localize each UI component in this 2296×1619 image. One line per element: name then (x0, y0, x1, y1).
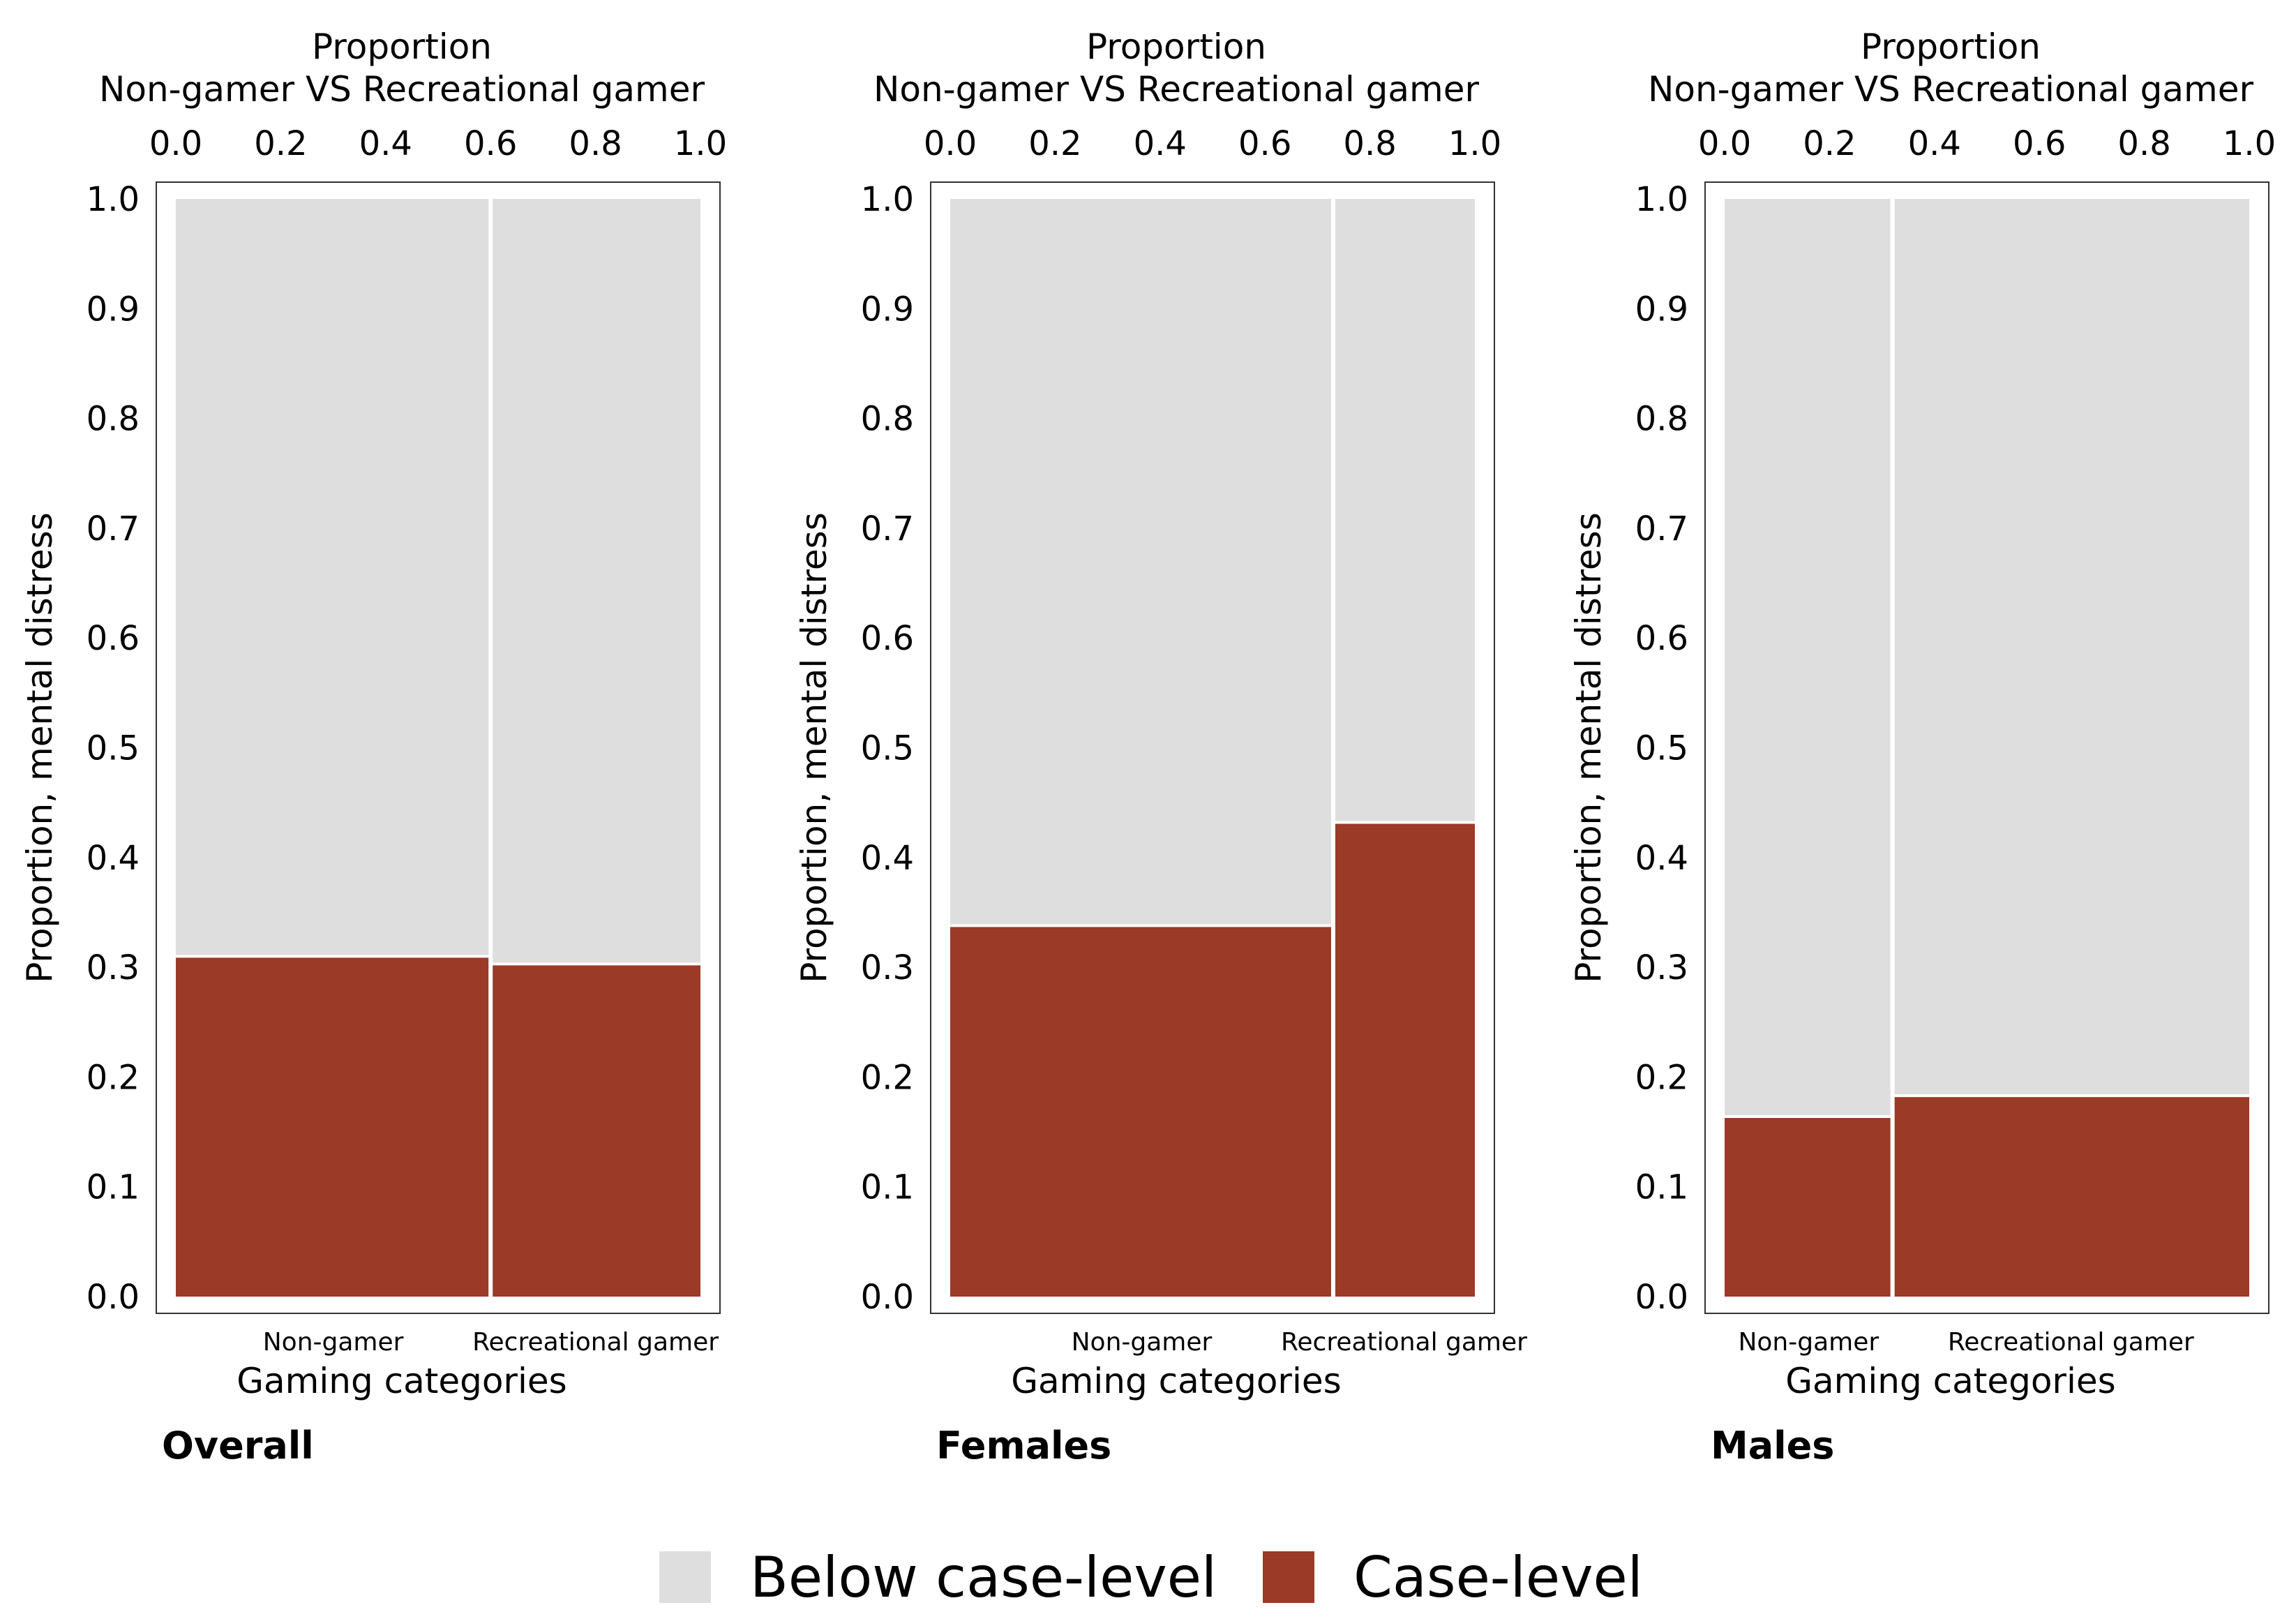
top-tick-label: 0.2 (1028, 124, 1081, 163)
tile-case-level-non-gamer (176, 956, 491, 1297)
y-tick-label: 0.5 (1635, 729, 1688, 768)
top-tick-label: 0.8 (569, 124, 622, 163)
category-label-recreational-gamer: Recreational gamer (1948, 1328, 2194, 1357)
y-tick-label: 0.3 (861, 948, 914, 987)
x-axis-label: Gaming categories (1011, 1361, 1341, 1401)
y-tick-label: 0.0 (87, 1278, 140, 1317)
y-tick-label: 0.2 (87, 1058, 140, 1097)
legend-swatch-below-case-level (659, 1551, 711, 1603)
legend-label-case-level: Case-level (1353, 1544, 1643, 1610)
category-label-recreational-gamer: Recreational gamer (472, 1328, 719, 1357)
top-tick-label: 0.2 (1803, 124, 1856, 163)
top-axis-title: Proportion (1086, 27, 1266, 67)
top-tick-label: 0.8 (1343, 124, 1396, 163)
top-tick-label: 0.6 (2013, 124, 2066, 163)
y-tick-label: 0.4 (1635, 839, 1688, 878)
y-axis-label: Proportion, mental distress (1568, 512, 1609, 983)
plot-frame (1704, 181, 2269, 1314)
y-tick-label: 0.1 (861, 1168, 914, 1207)
top-tick-label: 0.6 (464, 124, 517, 163)
y-tick-label: 0.6 (87, 619, 140, 658)
top-tick-label: 0.0 (1698, 124, 1751, 163)
panel-label-overall: Overall (162, 1424, 314, 1468)
plot-frame (156, 181, 721, 1314)
top-tick-label: 0.4 (1134, 124, 1187, 163)
tile-case-level-recreational-gamer (1892, 1096, 2249, 1297)
y-tick-label: 0.0 (1635, 1278, 1688, 1317)
category-label-non-gamer: Non-gamer (1072, 1328, 1213, 1357)
x-axis-label: Gaming categories (237, 1361, 567, 1401)
top-tick-label: 0.6 (1238, 124, 1291, 163)
y-tick-label: 0.9 (87, 290, 140, 329)
y-tick-label: 1.0 (87, 180, 140, 219)
y-tick-label: 0.9 (1635, 290, 1688, 329)
y-tick-label: 0.2 (1635, 1058, 1688, 1097)
tile-case-level-non-gamer (1725, 1117, 1893, 1297)
y-tick-label: 1.0 (861, 180, 914, 219)
legend-label-below-case-level: Below case-level (750, 1544, 1217, 1610)
y-tick-label: 0.7 (1635, 509, 1688, 549)
top-tick-label: 1.0 (1448, 124, 1501, 163)
tile-case-level-recreational-gamer (490, 964, 700, 1297)
y-tick-label: 0.6 (861, 619, 914, 658)
top-axis-subtitle: Non-gamer VS Recreational gamer (99, 69, 705, 110)
y-tick-label: 0.7 (861, 509, 914, 549)
panel-label-females: Females (936, 1424, 1111, 1468)
tile-case-level-recreational-gamer (1333, 822, 1475, 1297)
panel-males: Non-gamer Recreational gamer 0.0 0.1 0.2 0.3 0… (1568, 27, 2276, 1468)
legend-swatch-case-level (1263, 1551, 1314, 1603)
top-axis-subtitle: Non-gamer VS Recreational gamer (873, 69, 1480, 110)
y-tick-label: 0.8 (861, 400, 914, 439)
panel-overall: Non-gamer Recreational gamer 0.0 0.1 0.2 0.3 0… (20, 27, 727, 1468)
category-label-recreational-gamer: Recreational gamer (1281, 1328, 1527, 1357)
top-tick-label: 1.0 (674, 124, 727, 163)
category-label-non-gamer: Non-gamer (1738, 1328, 1879, 1357)
top-tick-label: 0.0 (149, 124, 202, 163)
mosaic-figure: Non-gamer Recreational gamer 0.0 0.1 0.2 0.3 0… (20, 27, 2276, 1468)
y-tick-label: 0.5 (861, 729, 914, 768)
plot-frame (930, 181, 1495, 1314)
y-axis-label: Proportion, mental distress (794, 512, 834, 983)
y-tick-label: 0.7 (87, 509, 140, 549)
y-tick-label: 0.3 (1635, 948, 1688, 987)
y-tick-label: 0.1 (1635, 1168, 1688, 1207)
panel-females: Non-gamer Recreational gamer 0.0 0.1 0.2 0.3 0… (794, 27, 1527, 1468)
y-tick-label: 0.8 (1635, 400, 1688, 439)
category-label-non-gamer: Non-gamer (263, 1328, 404, 1357)
top-tick-label: 0.8 (2117, 124, 2170, 163)
y-tick-label: 0.9 (861, 290, 914, 329)
tile-below-case-level-non-gamer (1725, 199, 1893, 1297)
top-axis-subtitle: Non-gamer VS Recreational gamer (1648, 69, 2254, 110)
panel-label-males: Males (1711, 1424, 1834, 1468)
y-tick-label: 1.0 (1635, 180, 1688, 219)
x-axis-label: Gaming categories (1785, 1361, 2115, 1401)
y-tick-label: 0.8 (87, 400, 140, 439)
y-axis-label: Proportion, mental distress (20, 512, 60, 983)
y-tick-label: 0.4 (87, 839, 140, 878)
top-tick-label: 0.0 (924, 124, 977, 163)
top-axis-title: Proportion (1861, 27, 2041, 67)
y-tick-label: 0.5 (87, 729, 140, 768)
y-tick-label: 0.2 (861, 1058, 914, 1097)
top-tick-label: 1.0 (2223, 124, 2276, 163)
top-tick-label: 0.2 (254, 124, 307, 163)
y-tick-label: 0.4 (861, 839, 914, 878)
legend-item-below-case-level: Below case-level (659, 1545, 1217, 1610)
tile-case-level-non-gamer (950, 925, 1333, 1297)
y-tick-label: 0.6 (1635, 619, 1688, 658)
y-tick-label: 0.3 (87, 948, 140, 987)
top-tick-label: 0.4 (359, 124, 412, 163)
legend-item-case-level: Case-level (1263, 1545, 1643, 1610)
top-tick-label: 0.4 (1908, 124, 1961, 163)
y-tick-label: 0.0 (861, 1278, 914, 1317)
top-axis-title: Proportion (312, 27, 492, 67)
y-tick-label: 0.1 (87, 1168, 140, 1207)
legend: Below case-level Case-level (0, 1528, 2296, 1612)
